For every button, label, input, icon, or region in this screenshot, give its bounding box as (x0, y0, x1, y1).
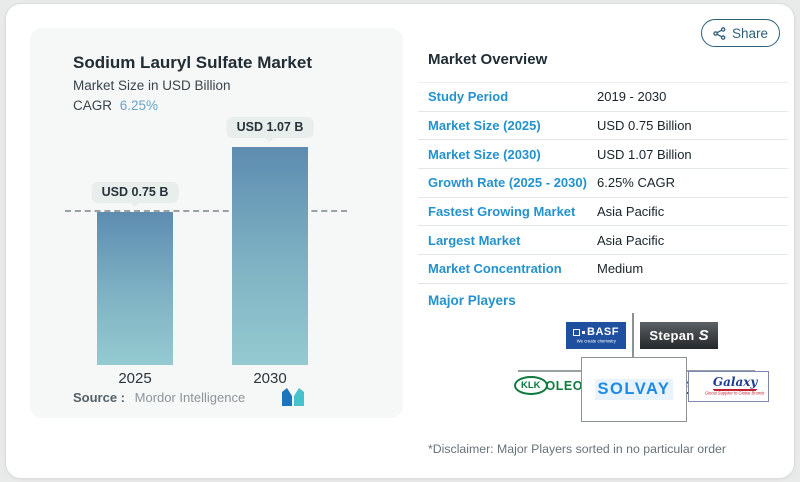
basf-dot-icon (582, 330, 586, 334)
row-value: 6.25% CAGR (597, 175, 676, 191)
chart-panel: Sodium Lauryl Sulfate Market Market Size… (30, 28, 403, 418)
table-row: Largest Market Asia Pacific (418, 226, 788, 256)
klk-oval: KLK (514, 376, 548, 395)
row-label: Growth Rate (2025 - 2030) (428, 175, 587, 191)
bar-value-label-2030: USD 1.07 B (236, 120, 304, 134)
row-value: Asia Pacific (597, 204, 665, 220)
row-value: USD 1.07 Billion (597, 146, 692, 162)
row-value: Asia Pacific (597, 232, 665, 248)
x-axis-label-2030: 2030 (253, 370, 287, 387)
source-row: Source : Mordor Intelligence (73, 390, 245, 405)
connector-line-left (518, 370, 581, 372)
table-row: Growth Rate (2025 - 2030) 6.25% CAGR (418, 169, 788, 198)
chart-title: Sodium Lauryl Sulfate Market (73, 53, 312, 72)
bar-value-label-2025: USD 0.75 B (101, 185, 169, 199)
bar-chart: USD 0.75 B USD 1.07 B 2025 2030 Source :… (30, 28, 403, 418)
stepan-name: Stepan (649, 328, 695, 343)
table-row: Study Period 2019 - 2030 (418, 83, 788, 112)
bar-2030 (232, 147, 308, 365)
table-row: Fastest Growing Market Asia Pacific (418, 198, 788, 227)
stepan-logo: Stepan S (640, 322, 718, 349)
overview-table: Study Period 2019 - 2030 Market Size (20… (418, 82, 788, 284)
connector-line-vertical (632, 313, 634, 357)
table-row: Market Size (2025) USD 0.75 Billion (418, 112, 788, 141)
galaxy-logo: G Galaxy Global Supplier to Global Brand… (678, 371, 769, 402)
row-value: Medium (597, 261, 644, 277)
row-label: Market Size (2025) (428, 118, 541, 134)
chart-subtitle: Market Size in USD Billion (73, 78, 231, 93)
basf-tagline: We create chemistry (576, 339, 616, 344)
cagr-label: CAGR (73, 98, 113, 113)
galaxy-name: Galaxy (712, 375, 758, 390)
row-label: Fastest Growing Market (428, 204, 576, 220)
stepan-s-icon: S (698, 327, 709, 344)
row-value: USD 0.75 Billion (597, 118, 692, 134)
row-label: Largest Market (428, 232, 521, 248)
major-players-label: Major Players (428, 293, 516, 308)
bar-value-badge-2025: USD 0.75 B (91, 182, 179, 203)
source-label: Source : (73, 390, 126, 405)
mordor-intelligence-logo (282, 388, 304, 406)
bar-2025 (97, 212, 173, 365)
solvay-logo: SOLVAY (581, 357, 687, 422)
galaxy-tagline: Global Supplier to Global Brands (705, 391, 765, 397)
chart-cagr: CAGR 6.25% (73, 98, 158, 113)
bar-value-badge-2030: USD 1.07 B (226, 117, 314, 138)
dashed-reference-line (65, 210, 347, 212)
basf-logo: BASF We create chemistry (566, 322, 626, 349)
share-button[interactable]: Share (701, 19, 780, 47)
basf-square-icon (573, 328, 581, 336)
share-label: Share (731, 25, 769, 41)
klk-oleo-text: OLEO (545, 378, 583, 393)
row-label: Market Concentration (428, 261, 562, 277)
row-label: Market Size (2030) (428, 146, 541, 162)
source-value: Mordor Intelligence (134, 390, 246, 405)
klk-oleo-logo: KLK OLEO (514, 376, 583, 395)
basf-name: BASF (587, 325, 619, 338)
row-label: Study Period (428, 89, 509, 105)
solvay-name: SOLVAY (594, 379, 674, 400)
table-row: Market Size (2030) USD 1.07 Billion (418, 140, 788, 170)
overview-heading: Market Overview (428, 51, 548, 68)
x-axis-label-2025: 2025 (118, 370, 152, 387)
cagr-value: 6.25% (119, 98, 159, 113)
table-row: Market Concentration Medium (418, 255, 788, 284)
share-icon (713, 26, 726, 40)
disclaimer-text: *Disclaimer: Major Players sorted in no … (428, 442, 726, 456)
row-value: 2019 - 2030 (597, 89, 667, 105)
